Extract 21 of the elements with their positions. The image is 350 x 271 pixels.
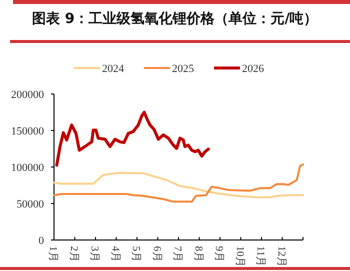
x-tick-label: 2月 <box>68 246 80 262</box>
y-tick-label: 100000 <box>11 162 44 174</box>
x-tick-label: 9月 <box>213 246 225 262</box>
x-tick-label: 10月 <box>234 246 246 268</box>
x-tick-label: 6月 <box>150 246 163 262</box>
y-tick-label: 200000 <box>11 89 44 101</box>
x-tick-label: 4月 <box>109 246 122 262</box>
y-tick-label: 50000 <box>16 198 44 210</box>
chart-title: 图表 9：工业级氢氧化锂价格（单位：元/吨） <box>32 11 318 27</box>
x-tick-label: 3月 <box>88 246 100 262</box>
x-tick-label: 12月 <box>275 246 288 268</box>
x-tick-label: 1月 <box>47 246 59 262</box>
x-tick-label: 7月 <box>172 246 184 262</box>
y-tick-label: 150000 <box>11 126 44 138</box>
x-tick-label: 8月 <box>192 246 204 262</box>
y-tick-label: 0 <box>38 235 44 247</box>
legend-label: 2024 <box>102 63 124 75</box>
x-tick-label: 5月 <box>130 246 142 262</box>
x-tick-label: 11月 <box>254 246 266 268</box>
legend-label: 2025 <box>172 63 194 75</box>
legend-label: 2026 <box>242 63 264 75</box>
